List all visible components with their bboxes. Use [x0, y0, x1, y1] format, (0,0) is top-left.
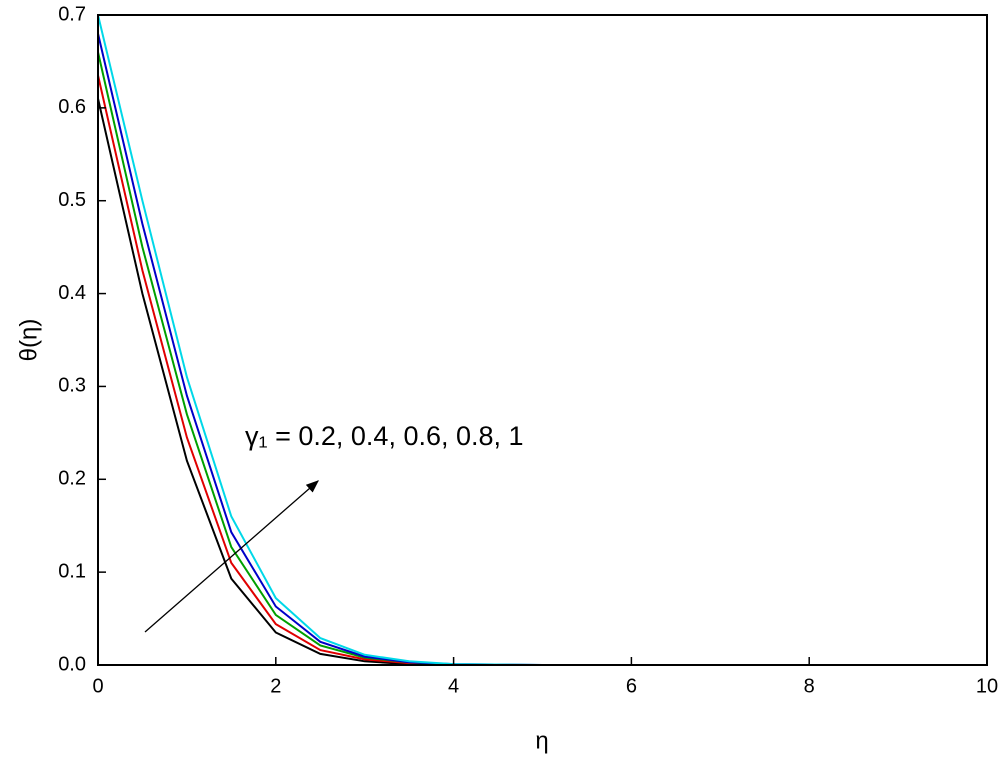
annotation: γ₁ = 0.2, 0.4, 0.6, 0.8, 1	[245, 421, 524, 451]
y-tick-label: 0.4	[58, 282, 86, 304]
y-axis-label: θ(η)	[15, 319, 42, 362]
series-line	[97, 51, 987, 666]
arrow	[144, 480, 319, 633]
x-tick-label: 6	[626, 675, 637, 697]
x-tick-label: 2	[270, 675, 281, 697]
y-tick-label: 0.0	[58, 653, 86, 675]
y-tick-label: 0.6	[58, 96, 86, 118]
x-tick-label: 10	[976, 675, 998, 697]
y-tick-label: 0.7	[58, 3, 86, 25]
plot-lines	[97, 14, 987, 666]
y-tick-label: 0.2	[58, 468, 86, 490]
x-tick-label: 4	[448, 675, 459, 697]
x-axis-label: η	[535, 727, 548, 754]
series-line	[97, 33, 987, 666]
plot-frame	[97, 14, 988, 666]
series-line	[97, 14, 987, 666]
y-tick-label: 0.3	[58, 375, 86, 397]
y-tick-label: 0.1	[58, 560, 86, 582]
x-tick-label: 0	[92, 675, 103, 697]
series-line	[97, 98, 987, 666]
y-tick-label: 0.5	[58, 189, 86, 211]
x-tick-label: 8	[804, 675, 815, 697]
